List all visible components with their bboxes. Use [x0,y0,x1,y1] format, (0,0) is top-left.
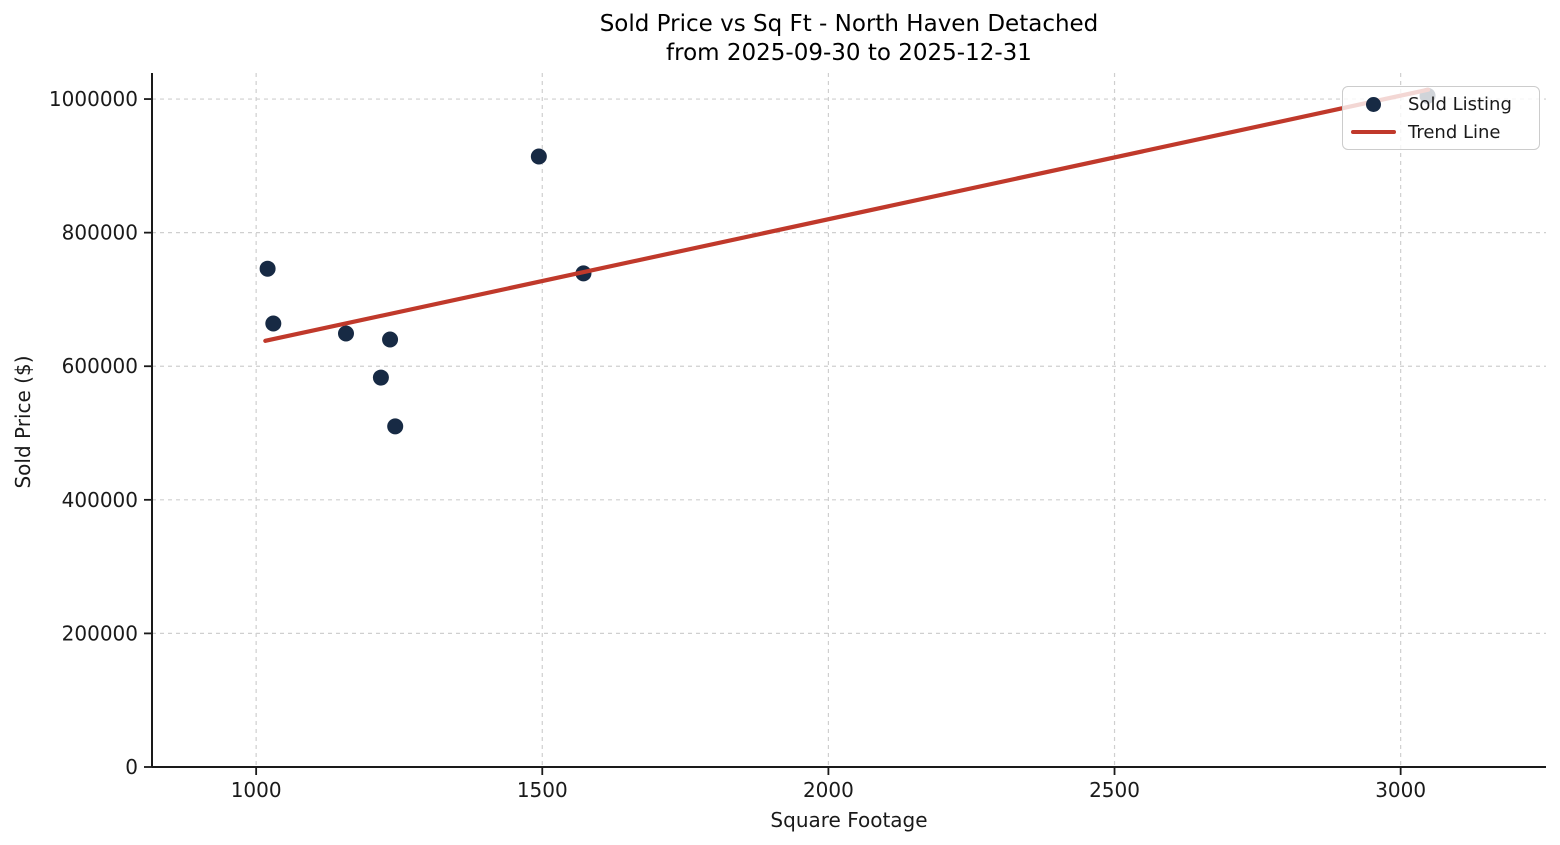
y-tick-label: 800000 [62,221,138,245]
x-axis-label: Square Footage [770,808,928,832]
legend: Sold Listing Trend Line [1342,86,1540,150]
y-tick-label: 400000 [62,488,138,512]
y-tick-label: 1000000 [49,87,138,111]
y-axis-label: Sold Price ($) [11,355,35,489]
legend-item-trend-line: Trend Line [1343,118,1539,146]
trend-line-icon [1351,130,1396,134]
x-tick-label: 1000 [231,778,282,802]
legend-marker-box [1351,96,1396,112]
legend-marker-box [1351,124,1396,140]
x-tick-label: 2000 [803,778,854,802]
data-point [530,148,547,165]
data-point [265,315,282,332]
y-tick-label: 200000 [62,621,138,645]
data-point [259,260,276,277]
x-tick-label: 1500 [517,778,568,802]
chart-title-block: Sold Price vs Sq Ft - North Haven Detach… [152,10,1546,68]
data-point [382,331,399,348]
y-tick-label: 0 [125,755,138,779]
data-point [372,369,389,386]
trend-line [263,87,1431,343]
legend-label-sold-listing: Sold Listing [1408,93,1512,115]
x-tick-label: 3000 [1375,778,1426,802]
legend-item-sold-listing: Sold Listing [1343,90,1539,118]
x-tick-label: 2500 [1089,778,1140,802]
data-point [387,418,404,435]
y-tick-label: 600000 [62,354,138,378]
chart-subtitle: from 2025-09-30 to 2025-12-31 [666,40,1032,66]
chart-title: Sold Price vs Sq Ft - North Haven Detach… [599,11,1099,37]
legend-label-trend-line: Trend Line [1408,121,1501,143]
data-point [337,325,354,342]
sold-listing-point-icon [1366,96,1381,112]
